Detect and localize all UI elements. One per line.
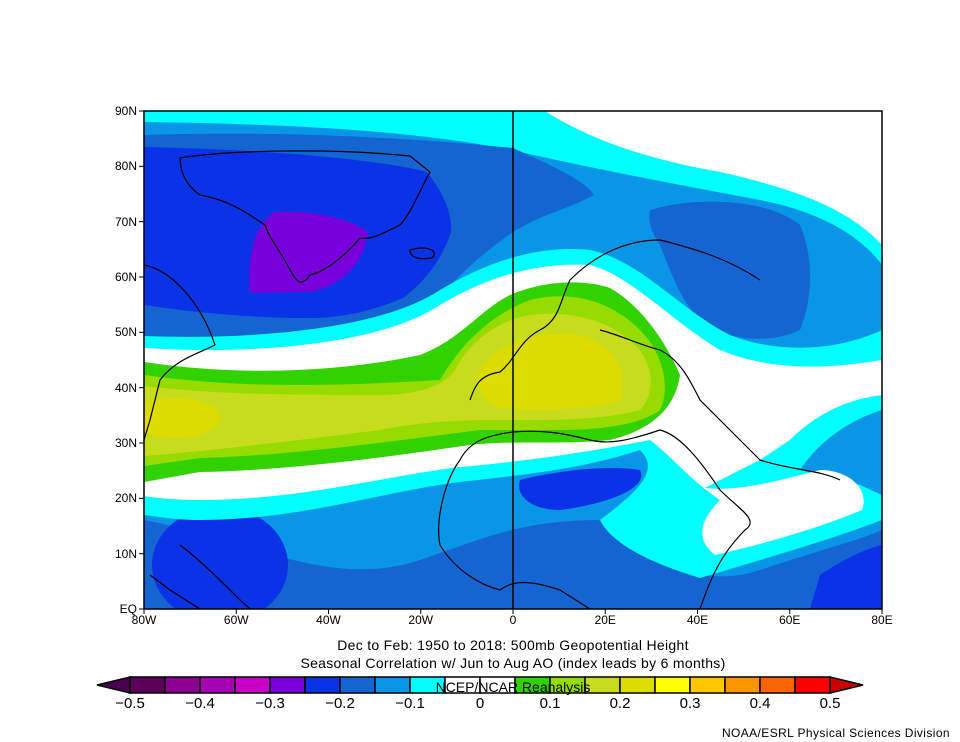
colorbar-tick-label: −0.1 bbox=[395, 695, 425, 712]
lon-label: 60W bbox=[223, 613, 249, 627]
lat-label: 10N bbox=[114, 546, 137, 561]
lat-label: 50N bbox=[114, 325, 137, 340]
lon-label: 80W bbox=[131, 613, 157, 627]
lat-label: 90N bbox=[114, 104, 137, 118]
lat-label: 70N bbox=[114, 214, 137, 229]
field-blue-caribbean bbox=[152, 507, 288, 609]
lat-label: 60N bbox=[114, 270, 137, 284]
colorbar-tick-label: 0.3 bbox=[679, 695, 701, 712]
colorbar-tick-label: 0.5 bbox=[819, 695, 841, 712]
reanalysis-overlay-text: NCEP/NCAR Reanalysis bbox=[435, 679, 591, 695]
lon-label: 60E bbox=[779, 613, 801, 627]
lat-label: EQ bbox=[119, 602, 137, 616]
credit-text: NOAA/ESRL Physical Sciences Division bbox=[721, 726, 950, 740]
colorbar-tick-label: 0.2 bbox=[609, 695, 631, 712]
greenland-outline bbox=[179, 150, 431, 283]
lon-label: 40E bbox=[686, 613, 709, 627]
field-yellow-west bbox=[144, 398, 220, 438]
colorbar-tick-label: −0.3 bbox=[255, 695, 285, 712]
colorbar-tick-label: 0 bbox=[475, 695, 485, 712]
field-blue-sahara bbox=[519, 468, 642, 510]
eurasia-outline bbox=[469, 239, 841, 481]
lon-label: 0 bbox=[509, 613, 517, 627]
colorbar-tick-label: −0.2 bbox=[325, 695, 355, 712]
field-white-north bbox=[545, 111, 882, 245]
colorbar-tick-label: −0.4 bbox=[185, 695, 215, 712]
contour-fields bbox=[144, 111, 882, 609]
axis-ticks bbox=[139, 110, 883, 614]
iceland-outline bbox=[409, 247, 435, 260]
colorbar-tick-label: 0.1 bbox=[539, 695, 561, 712]
field-blue-southeast bbox=[810, 545, 882, 609]
south-america-outline bbox=[149, 544, 251, 609]
field-mid-blue-russia bbox=[649, 201, 811, 339]
north-america-outline bbox=[144, 264, 216, 441]
title-line-2: Seasonal Correlation w/ Jun to Aug AO (i… bbox=[300, 655, 726, 671]
lat-label: 40N bbox=[114, 380, 137, 395]
colorbar-tick-label: 0.4 bbox=[749, 695, 771, 712]
lon-label: 40W bbox=[316, 613, 341, 627]
lon-label: 20E bbox=[594, 613, 616, 627]
title-line-1: Dec to Feb: 1950 to 2018: 500mb Geopoten… bbox=[337, 637, 689, 653]
lon-label: 20W bbox=[408, 613, 434, 627]
lat-label: 30N bbox=[114, 436, 137, 450]
lat-label: 20N bbox=[114, 491, 137, 506]
lat-label: 80N bbox=[114, 159, 137, 174]
field-violet-greenland bbox=[249, 211, 368, 293]
lon-label: 80E bbox=[871, 613, 893, 627]
field-yellow-europe bbox=[478, 333, 624, 410]
colorbar-tick-label: −0.5 bbox=[115, 695, 145, 712]
